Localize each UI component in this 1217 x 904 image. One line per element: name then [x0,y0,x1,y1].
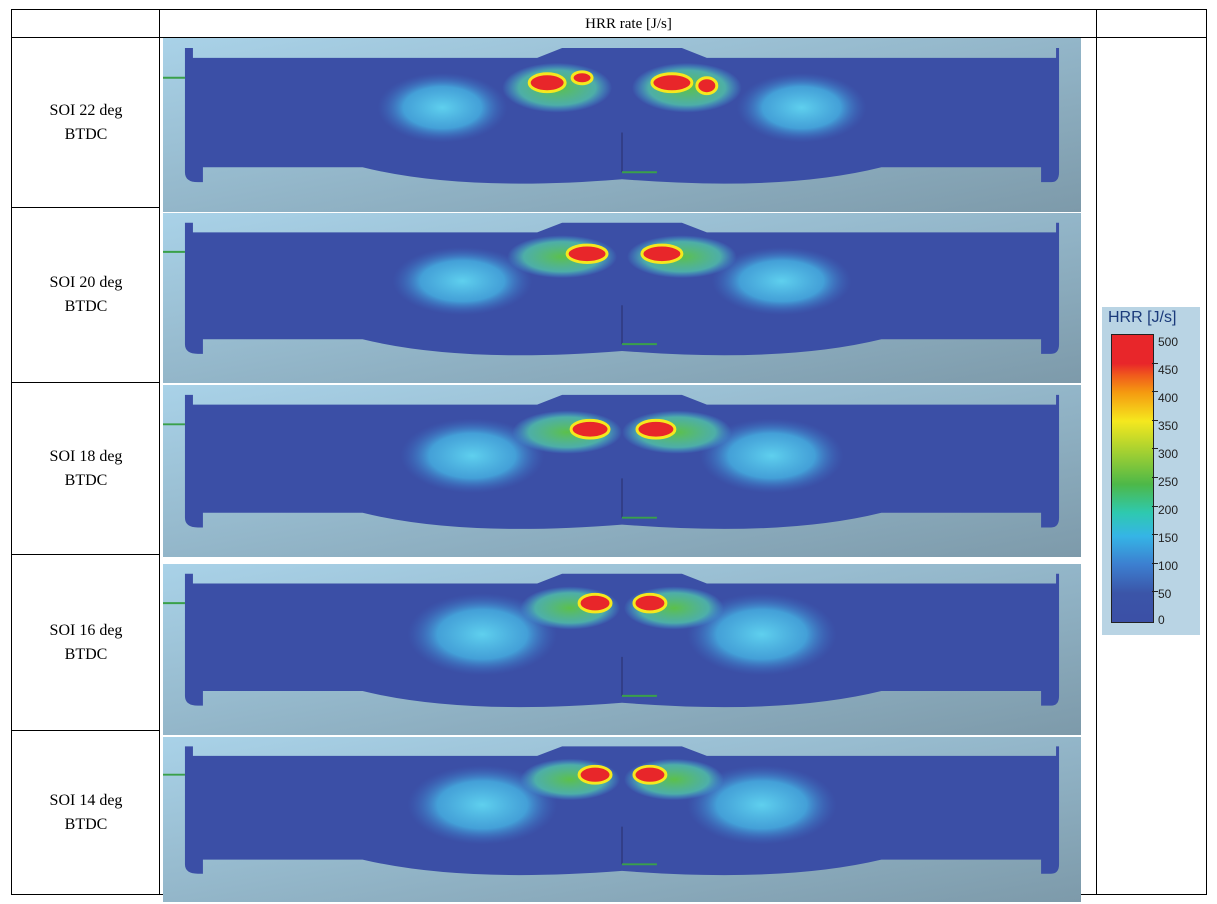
row-label-line2: BTDC [64,298,108,315]
hrr-contour-soi-18 [163,385,1081,557]
row-divider-2 [12,382,160,383]
legend-tick [1152,448,1158,449]
row-label-soi-20: SOI 20 deg BTDC [12,208,160,382]
row-divider-3 [12,554,160,555]
legend-tick [1152,391,1158,392]
hrr-color-legend: HRR [J/s] 500 450 400 350 300 250 200 15… [1102,307,1200,635]
header-divider [12,37,1206,38]
legend-tick-label: 200 [1158,503,1179,517]
row-label-soi-22: SOI 22 deg BTDC [12,38,160,207]
hrr-contour-soi-22 [163,38,1081,212]
hrr-contour-image [163,737,1081,902]
row-label-soi-14: SOI 14 deg BTDC [12,731,160,895]
hrr-contour-soi-14 [163,737,1081,902]
row-divider-4 [12,730,160,731]
column-divider-2 [1096,10,1097,894]
legend-tick-label: 50 [1158,587,1172,601]
legend-tick-label: 500 [1158,335,1179,349]
legend-tick-label: 250 [1158,475,1179,489]
hrr-contour-image [163,38,1081,212]
hrr-contour-image [163,385,1081,557]
hrr-contour-soi-20 [163,213,1081,383]
legend-tick-label: 150 [1158,531,1179,545]
row-label-line2: BTDC [64,816,108,833]
legend-tick [1152,563,1158,564]
legend-tick-label: 350 [1158,419,1179,433]
legend-tick [1152,363,1158,364]
legend-tick-label: 100 [1158,559,1179,573]
legend-tick-label: 0 [1158,613,1165,627]
results-table: HRR rate [J/s] SOI 22 deg BTDC SOI 20 de… [11,9,1207,895]
row-label-line2: BTDC [64,125,108,143]
legend-tick-label: 450 [1158,363,1179,377]
legend-tick-label: 400 [1158,391,1179,405]
row-label-line2: BTDC [64,471,108,489]
row-divider-1 [12,207,160,208]
hrr-contour-image [163,564,1081,735]
row-label-line1: SOI 22 deg [49,101,123,119]
row-label-line2: BTDC [64,645,108,663]
row-label-soi-16: SOI 16 deg BTDC [12,555,160,730]
row-label-line1: SOI 20 deg [49,274,123,291]
legend-tick [1152,420,1158,421]
legend-colorbar [1111,334,1154,623]
hrr-contour-soi-16 [163,564,1081,735]
hrr-contour-image [163,213,1081,383]
row-label-line1: SOI 14 deg [49,792,123,809]
legend-tick [1152,506,1158,507]
legend-tick [1152,477,1158,478]
legend-tick [1152,591,1158,592]
table-header: HRR rate [J/s] [585,15,672,32]
legend-tick [1152,534,1158,535]
row-label-line1: SOI 16 deg [49,621,123,639]
row-label-soi-18: SOI 18 deg BTDC [12,383,160,554]
row-label-line1: SOI 18 deg [49,447,123,465]
legend-title: HRR [J/s] [1108,309,1177,326]
legend-tick-label: 300 [1158,447,1179,461]
column-divider-1 [159,10,160,894]
